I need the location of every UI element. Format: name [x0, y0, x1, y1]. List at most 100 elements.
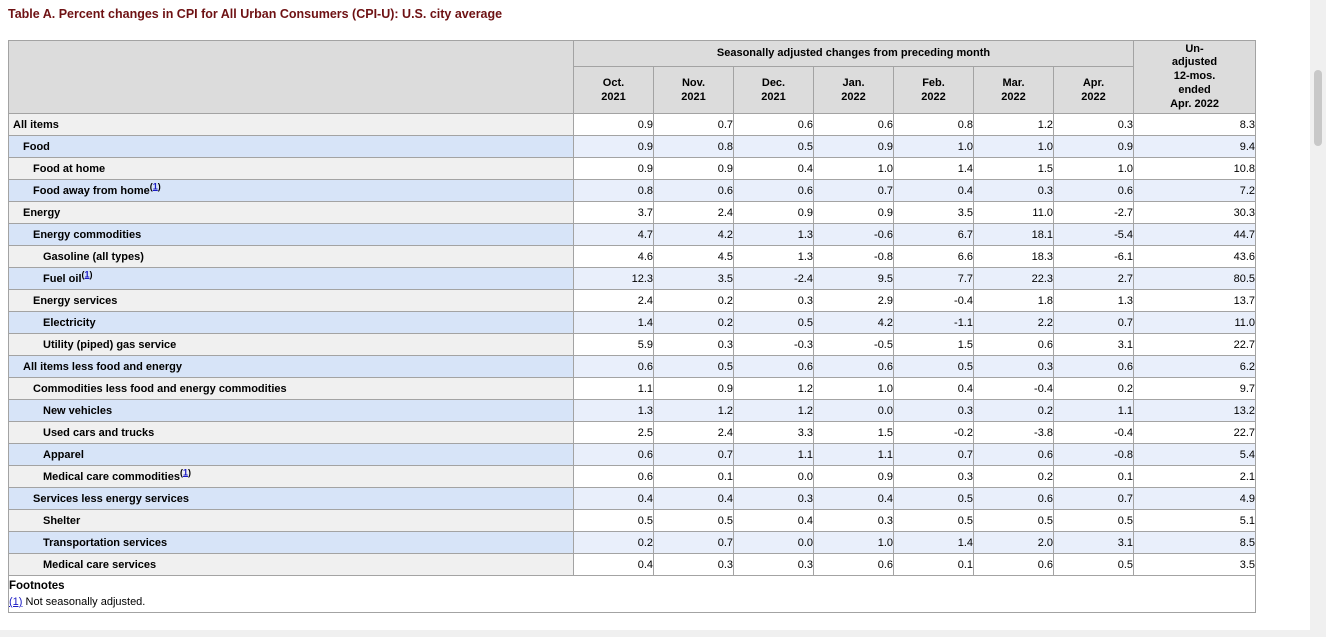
- data-cell: 0.7: [893, 443, 974, 466]
- row-label-cell: Shelter: [8, 509, 574, 532]
- page-title: Table A. Percent changes in CPI for All …: [8, 7, 503, 21]
- data-cell: 18.1: [973, 223, 1054, 246]
- data-cell: -0.4: [1052, 421, 1135, 444]
- data-cell: 0.0: [733, 531, 814, 554]
- data-cell: 8.3: [1133, 113, 1257, 136]
- row-label-cell: Services less energy services: [8, 487, 574, 510]
- data-cell: 0.2: [1052, 377, 1135, 400]
- data-cell: 0.6: [573, 443, 654, 466]
- row-label: All items less food and energy: [23, 360, 182, 373]
- data-cell: 22.7: [1133, 333, 1257, 356]
- data-cell: 3.7: [573, 201, 654, 224]
- row-label-cell: Transportation services: [8, 531, 574, 554]
- data-cell: 0.4: [573, 487, 654, 510]
- column-header-apr-2022: Apr. 2022: [1052, 66, 1135, 114]
- data-cell: 0.8: [573, 179, 654, 202]
- row-label: Shelter: [43, 514, 81, 527]
- footnote-ref-link[interactable]: 1: [152, 180, 158, 191]
- data-cell: 1.1: [573, 377, 654, 400]
- data-cell: 1.3: [1052, 289, 1135, 312]
- row-label-cell: Medical care services: [8, 553, 574, 576]
- row-label: Utility (piped) gas service: [43, 338, 177, 351]
- table-row: All items 0.9 0.7 0.6 0.6 0.8 1.2 0.3 8.3: [8, 113, 1257, 136]
- table-row: Food away from home(1) 0.8 0.6 0.6 0.7 0.4 0.…: [8, 179, 1257, 202]
- footnote-link[interactable]: (1): [9, 596, 23, 608]
- data-cell: 43.6: [1133, 245, 1257, 268]
- vertical-scrollbar[interactable]: [1310, 0, 1326, 637]
- horizontal-scrollbar[interactable]: [0, 630, 1326, 637]
- data-cell: 1.4: [893, 157, 974, 180]
- table-row: Food at home 0.9 0.9 0.4 1.0 1.4 1.5 1.0 10.8: [8, 157, 1257, 180]
- data-cell: 0.9: [573, 113, 654, 136]
- data-cell: 0.7: [1052, 311, 1135, 334]
- row-label: Used cars and trucks: [43, 426, 155, 439]
- data-cell: 1.0: [893, 135, 974, 158]
- data-cell: 0.4: [733, 157, 814, 180]
- row-label: All items: [13, 118, 59, 131]
- table-row: Gasoline (all types) 4.6 4.5 1.3 -0.8 6.6 18.…: [8, 245, 1257, 268]
- data-cell: 0.6: [973, 487, 1054, 510]
- footnotes-items: (1) Not seasonally adjusted.: [9, 596, 1255, 608]
- row-label-cell: Fuel oil(1): [8, 267, 574, 290]
- data-cell: 1.1: [813, 443, 894, 466]
- table-row: Food 0.9 0.8 0.5 0.9 1.0 1.0 0.9 9.4: [8, 135, 1257, 158]
- table-row: Medical care commodities(1) 0.6 0.1 0.0 0.9…: [8, 465, 1257, 488]
- data-cell: 1.1: [1052, 399, 1135, 422]
- table-row: Electricity 1.4 0.2 0.5 4.2 -1.1 2.2 0.7 11.0: [8, 311, 1257, 334]
- data-cell: 0.5: [893, 509, 974, 532]
- data-cell: 18.3: [973, 245, 1054, 268]
- data-cell: 0.2: [653, 311, 734, 334]
- data-cell: 0.8: [893, 113, 974, 136]
- data-cell: 1.0: [813, 377, 894, 400]
- data-cell: 0.5: [893, 355, 974, 378]
- data-cell: 0.7: [653, 443, 734, 466]
- data-cell: 1.5: [893, 333, 974, 356]
- data-cell: 1.4: [893, 531, 974, 554]
- row-label: Medical care services: [43, 558, 157, 571]
- data-cell: 3.1: [1052, 333, 1135, 356]
- data-cell: 0.3: [653, 333, 734, 356]
- row-label: Medical care commodities: [43, 470, 180, 483]
- data-cell: 1.4: [573, 311, 654, 334]
- data-cell: 0.9: [573, 157, 654, 180]
- data-cell: 5.4: [1133, 443, 1257, 466]
- row-label-cell: Gasoline (all types): [8, 245, 574, 268]
- footnote-ref-link[interactable]: 1: [84, 268, 90, 279]
- data-cell: 30.3: [1133, 201, 1257, 224]
- data-cell: 0.6: [973, 333, 1054, 356]
- vertical-scrollbar-thumb[interactable]: [1314, 70, 1322, 146]
- data-cell: 1.2: [733, 377, 814, 400]
- data-cell: 0.5: [653, 509, 734, 532]
- table-row: New vehicles 1.3 1.2 1.2 0.0 0.3 0.2 1.1 13.2: [8, 399, 1257, 422]
- row-label: Energy commodities: [33, 228, 142, 241]
- row-label: Transportation services: [43, 536, 168, 549]
- table-row: Energy 3.7 2.4 0.9 0.9 3.5 11.0 -2.7 30.3: [8, 201, 1257, 224]
- data-cell: 0.6: [573, 465, 654, 488]
- data-cell: 0.3: [1052, 113, 1135, 136]
- row-label: Energy services: [33, 294, 118, 307]
- row-label-cell: Energy: [8, 201, 574, 224]
- row-label-cell: Energy commodities: [8, 223, 574, 246]
- data-cell: -0.5: [813, 333, 894, 356]
- data-cell: 6.7: [893, 223, 974, 246]
- data-cell: 2.4: [573, 289, 654, 312]
- data-cell: 2.4: [653, 201, 734, 224]
- group-header-row: Seasonally adjusted changes from precedi…: [8, 40, 1257, 114]
- data-cell: 0.9: [1052, 135, 1135, 158]
- data-cell: 11.0: [1133, 311, 1257, 334]
- table-body: All items 0.9 0.7 0.6 0.6 0.8 1.2 0.3 8.3 Food …: [8, 113, 1257, 576]
- data-cell: 0.5: [973, 509, 1054, 532]
- data-cell: 12.3: [573, 267, 654, 290]
- row-label-cell: Utility (piped) gas service: [8, 333, 574, 356]
- row-label: Food: [23, 140, 50, 153]
- data-cell: 0.6: [733, 179, 814, 202]
- footnote-ref-link[interactable]: 1: [182, 466, 188, 477]
- data-cell: 0.6: [813, 355, 894, 378]
- data-cell: 7.7: [893, 267, 974, 290]
- data-cell: 13.7: [1133, 289, 1257, 312]
- row-label: Apparel: [43, 448, 84, 461]
- month-header-row: Oct. 2021 Nov. 2021 Dec. 2021 Jan. 2022 Feb. 2022…: [9, 66, 1256, 114]
- data-cell: -3.8: [973, 421, 1054, 444]
- row-label-cell: Energy services: [8, 289, 574, 312]
- data-cell: 6.2: [1133, 355, 1257, 378]
